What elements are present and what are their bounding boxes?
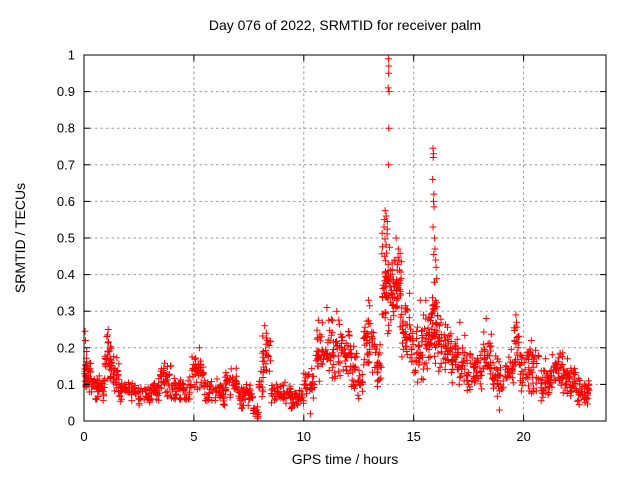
y-tick-label: 1 bbox=[68, 48, 75, 63]
y-tick-label: 0.7 bbox=[57, 157, 75, 172]
x-tick-label: 20 bbox=[516, 429, 530, 444]
x-tick-label: 5 bbox=[190, 429, 197, 444]
tick-labels: 0 5 10 15 20 0 0.1 0.2 0.3 0.4 0.5 0.6 0.7 0.8 0.9 1 bbox=[57, 48, 531, 445]
y-tick-label: 0.8 bbox=[57, 121, 75, 136]
y-tick-label: 0.6 bbox=[57, 194, 75, 209]
y-tick-label: 0.4 bbox=[57, 267, 75, 282]
x-axis-label: GPS time / hours bbox=[292, 451, 399, 467]
y-tick-label: 0.5 bbox=[57, 231, 75, 246]
x-tick-label: 15 bbox=[406, 429, 420, 444]
y-tick-label: 0.9 bbox=[57, 84, 75, 99]
x-tick-label: 0 bbox=[80, 429, 87, 444]
y-tick-label: 0.3 bbox=[57, 304, 75, 319]
scatter-points bbox=[81, 55, 593, 422]
axis-ticks bbox=[83, 54, 606, 422]
y-tick-label: 0 bbox=[68, 414, 75, 429]
y-axis-label: SRMTID / TECUs bbox=[12, 183, 28, 293]
y-tick-label: 0.2 bbox=[57, 340, 75, 355]
y-tick-label: 0.1 bbox=[57, 377, 75, 392]
chart-title: Day 076 of 2022, SRMTID for receiver pal… bbox=[209, 17, 481, 33]
x-tick-label: 10 bbox=[297, 429, 311, 444]
